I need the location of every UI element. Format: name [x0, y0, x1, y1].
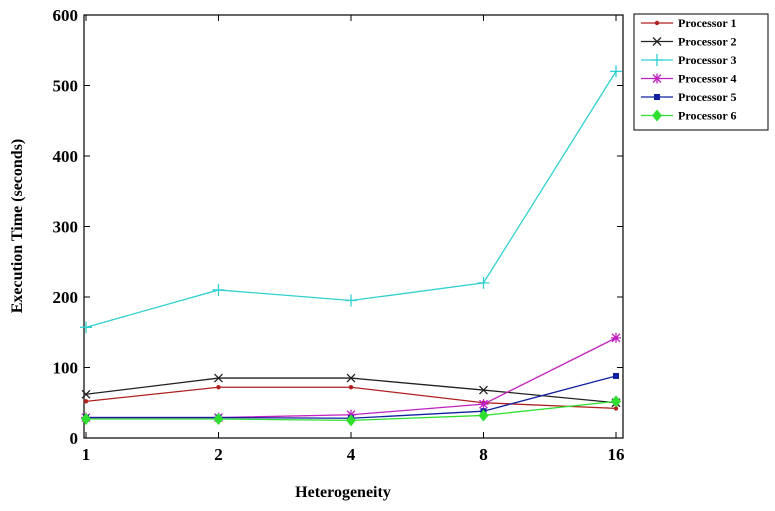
legend-marker: [652, 73, 662, 84]
series-3: [80, 65, 622, 334]
legend-label: Processor 6: [678, 109, 737, 123]
series-line: [85, 386, 617, 410]
data-point: [212, 283, 225, 296]
data-point: [213, 412, 224, 425]
data-point: [346, 373, 356, 383]
data-point: [611, 332, 621, 343]
legend-label: Processor 2: [678, 35, 737, 49]
data-point: [80, 321, 92, 334]
series-layer: [80, 65, 622, 427]
series-6: [81, 395, 621, 427]
legend-marker: [652, 37, 662, 46]
data-point: [345, 294, 357, 307]
series-2: [81, 373, 621, 408]
legend-marker: [651, 54, 663, 66]
legend: Processor 1 Processor 2 Processor 3 Process…: [633, 13, 769, 131]
data-point: [348, 385, 354, 390]
y-axis-title: Execution Time (seconds): [9, 139, 26, 314]
data-point: [613, 406, 619, 411]
y-axis-ticks: 0 100 200 300 400 500 600: [53, 6, 623, 448]
data-point: [478, 399, 489, 410]
series-line: [85, 377, 617, 404]
x-tick-label: 8: [479, 445, 488, 464]
y-tick-label: 200: [53, 288, 79, 307]
data-point: [613, 372, 619, 379]
x-tick-label: 4: [347, 445, 356, 464]
series-1: [83, 385, 619, 411]
legend-entry: Processor 5: [641, 90, 737, 104]
x-axis-ticks: 1 2 4 8 16: [82, 15, 625, 464]
data-point: [216, 385, 221, 390]
legend-entry: Processor 2: [641, 35, 737, 49]
legend-marker: [654, 94, 660, 100]
data-point: [479, 385, 488, 395]
data-point: [610, 65, 622, 78]
legend-marker: [654, 20, 660, 26]
legend-entry: Processor 3: [641, 53, 737, 67]
legend-entry: Processor 6: [641, 109, 737, 123]
y-tick-label: 300: [53, 218, 79, 237]
data-point: [83, 399, 89, 404]
data-point: [81, 412, 91, 425]
y-tick-label: 500: [53, 77, 79, 96]
x-tick-label: 16: [608, 445, 625, 464]
legend-label: Processor 5: [678, 90, 737, 104]
series-line: [85, 71, 617, 328]
y-tick-label: 100: [53, 359, 79, 378]
data-point: [611, 395, 621, 408]
y-tick-label: 600: [53, 6, 79, 25]
y-tick-label: 400: [53, 147, 79, 166]
legend-entry: Processor 4: [641, 72, 737, 86]
data-point: [346, 414, 356, 427]
x-axis-title: Heterogeneity: [295, 484, 391, 501]
legend-marker: [652, 109, 662, 122]
legend-label: Processor 4: [678, 72, 737, 86]
x-tick-label: 2: [214, 445, 223, 464]
legend-label: Processor 1: [678, 16, 737, 30]
legend-label: Processor 3: [678, 53, 737, 67]
data-point: [81, 389, 91, 399]
legend-entry: Processor 1: [641, 16, 737, 30]
data-point: [214, 373, 223, 383]
data-point: [477, 276, 490, 289]
x-tick-label: 1: [82, 445, 91, 464]
data-point: [478, 409, 489, 422]
y-tick-label: 0: [70, 429, 79, 448]
